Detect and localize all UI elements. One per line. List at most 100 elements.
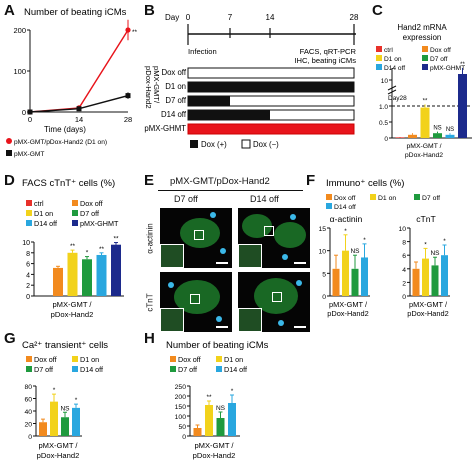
legend-swatch bbox=[26, 220, 32, 226]
legend-swatch bbox=[72, 200, 78, 206]
panel-label-g: G bbox=[4, 330, 16, 347]
y-tick-label: 5 bbox=[322, 271, 326, 278]
row-bar-d1-on bbox=[187, 81, 355, 93]
legend-swatch bbox=[370, 194, 376, 200]
endpoint-label-2: IHC, beating iCMs bbox=[294, 56, 356, 65]
significance-label: * bbox=[53, 387, 56, 394]
legend-swatch bbox=[216, 366, 222, 372]
legend-swatch bbox=[422, 55, 428, 61]
bar bbox=[82, 259, 92, 296]
row-label-d7-off: D7 off bbox=[165, 96, 186, 105]
significance-label: NS bbox=[433, 126, 441, 132]
y-tick-label: 0 bbox=[384, 136, 388, 143]
data-point bbox=[125, 93, 131, 99]
legend-swatch bbox=[26, 210, 32, 216]
legend-marker-red bbox=[6, 138, 12, 144]
panel-a-chart: Number of beating iCMs 0 100 200 0 14 28 ** Ti… bbox=[6, 7, 138, 158]
x-tick-label: 0 bbox=[28, 115, 32, 124]
row-bar-d7-off-on bbox=[188, 96, 230, 106]
micrograph-actinin-d7 bbox=[160, 208, 232, 268]
y-tick-label: 250 bbox=[175, 384, 187, 391]
day-tick-7: 7 bbox=[228, 13, 233, 22]
panel-f-chart: Immuno⁺ cells (%) Dox off D1 on D7 off D14 … bbox=[318, 178, 450, 318]
bar bbox=[53, 267, 63, 296]
y-tick-label: 6 bbox=[402, 253, 406, 260]
panel-g-xlabel-1: pMX-GMT / bbox=[38, 441, 78, 450]
legend-label: D1 on bbox=[80, 355, 99, 364]
micrograph-actinin-d14 bbox=[238, 208, 310, 268]
panel-f-xlabel-b2: pDox-Hand2 bbox=[407, 309, 449, 318]
data-point bbox=[27, 109, 33, 115]
legend-label: Dox off bbox=[34, 355, 57, 364]
day-tick-14: 14 bbox=[266, 13, 275, 22]
axis-break bbox=[387, 89, 397, 95]
legend-swatch bbox=[376, 64, 382, 70]
bar bbox=[441, 255, 448, 296]
legend-swatch bbox=[170, 356, 176, 362]
legend-swatch bbox=[422, 64, 428, 70]
panel-e-col-1: D7 off bbox=[174, 194, 198, 204]
legend-swatch bbox=[326, 194, 332, 200]
panel-label-e: E bbox=[144, 172, 155, 189]
y-tick-label: 4 bbox=[26, 272, 30, 279]
y-tick-label: 0 bbox=[402, 294, 406, 301]
row-label-d1-on: D1 on bbox=[165, 82, 186, 91]
y-tick-label: 150 bbox=[175, 404, 187, 411]
bar bbox=[408, 134, 417, 138]
bar bbox=[50, 401, 58, 436]
panel-a-legend-1: pMX-GMT/pDox-Hand2 (D1 on) bbox=[14, 139, 107, 146]
panel-c-title-2: expression bbox=[403, 33, 442, 42]
legend-label: D1 on bbox=[34, 209, 53, 218]
row-label-ghmt: pMX-GHMT bbox=[144, 124, 186, 133]
panel-c-xlabel-1: pMX-GMT / bbox=[407, 143, 442, 150]
y-tick-label: 20 bbox=[24, 422, 32, 429]
y-tick-label: 0 bbox=[322, 294, 326, 301]
panel-label-b: B bbox=[144, 2, 155, 19]
significance-label: NS bbox=[430, 250, 440, 257]
legend-label: D1 on bbox=[384, 56, 402, 63]
micrograph-ctnt-d7 bbox=[160, 272, 232, 332]
significance-label: * bbox=[231, 388, 234, 395]
bar bbox=[216, 418, 225, 436]
legend-label: D7 off bbox=[178, 365, 197, 374]
row-bar-dox-off bbox=[187, 67, 355, 79]
panel-f-xlabel-b1: pMX-GMT / bbox=[409, 300, 448, 309]
legend-label: Dox off bbox=[178, 355, 201, 364]
panel-b-timeline: Day 0 7 14 28 Infection FACS, qRT-PCR IH… bbox=[144, 13, 359, 149]
row-bar-d14-off-on bbox=[188, 110, 270, 120]
endpoint-label-1: FACS, qRT-PCR bbox=[300, 47, 357, 56]
y-tick-label: 40 bbox=[24, 409, 32, 416]
bar bbox=[445, 134, 455, 138]
legend-swatch bbox=[170, 366, 176, 372]
y-tick-label: 0.5 bbox=[379, 120, 388, 127]
panel-d-xlabel-1: pMX-GMT / bbox=[52, 300, 92, 309]
legend-label: D7 off bbox=[430, 56, 448, 63]
x-tick-label: 28 bbox=[124, 115, 132, 124]
legend-swatch bbox=[376, 46, 382, 52]
y-tick-label: 60 bbox=[24, 397, 32, 404]
panel-f-title: Immuno⁺ cells (%) bbox=[326, 178, 404, 189]
panel-label-h: H bbox=[144, 330, 155, 347]
bar bbox=[431, 265, 439, 296]
significance-label: ** bbox=[132, 29, 138, 36]
bar bbox=[193, 428, 202, 436]
panel-label-d: D bbox=[4, 172, 15, 189]
infection-label: Infection bbox=[188, 47, 217, 56]
legend-label: pMX-GHMT bbox=[430, 65, 465, 72]
panel-c-day: Day28 bbox=[388, 95, 407, 102]
bar bbox=[422, 258, 429, 296]
panel-label-a: A bbox=[4, 2, 15, 19]
legend-swatch-dox-plus bbox=[190, 140, 198, 148]
bar bbox=[205, 405, 213, 436]
panel-e-micrographs: pMX-GMT/pDox-Hand2 D7 off D14 off α-acti… bbox=[144, 170, 310, 332]
significance-label: NS bbox=[350, 248, 360, 255]
significance-label: * bbox=[424, 241, 427, 248]
legend-label: D7 off bbox=[80, 209, 99, 218]
panel-g-chart: Ca²⁺ transient⁺ cells Dox off D1 on D7 off… bbox=[22, 340, 108, 460]
legend-label: D7 off bbox=[34, 365, 53, 374]
y-tick-label: 8 bbox=[402, 240, 406, 247]
day-tick-0: 0 bbox=[186, 13, 191, 22]
legend-label: D7 off bbox=[422, 195, 440, 202]
panel-h-xlabel-1: pMX-GMT / bbox=[194, 441, 234, 450]
significance-label: * bbox=[86, 250, 89, 257]
